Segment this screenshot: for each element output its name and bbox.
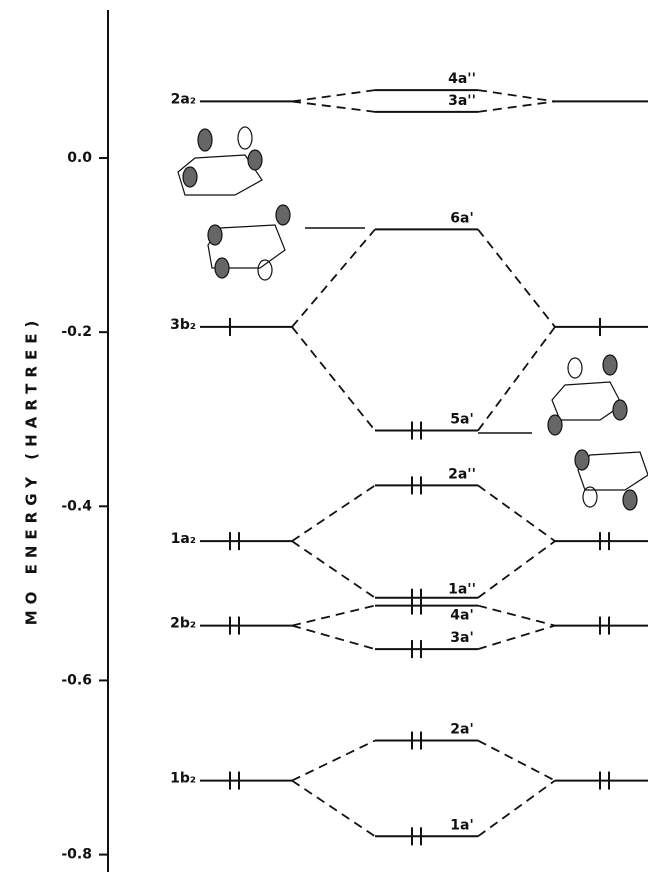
- y-tick-label: -0.8: [61, 847, 92, 863]
- correlation-line: [291, 484, 556, 542]
- correlation-line: [291, 100, 556, 113]
- y-tick-label: -0.4: [61, 498, 92, 514]
- dimer-label: 6a': [450, 210, 473, 226]
- dimer-label: 4a'': [448, 71, 476, 87]
- monomer-label: 1b₂: [170, 771, 196, 787]
- correlation-line: [291, 326, 556, 432]
- y-tick-label: -0.2: [61, 324, 92, 340]
- correlation-line: [291, 604, 556, 627]
- dimer-label: 3a'': [448, 93, 476, 109]
- correlation-line: [291, 89, 556, 103]
- monomer-label: 3b₂: [170, 317, 196, 333]
- correlation-line: [291, 540, 556, 599]
- monomer-label: 2b₂: [170, 616, 196, 632]
- monomer-label: 1a₂: [171, 531, 196, 547]
- axis-label: MO ENERGY (HARTREE): [23, 315, 41, 626]
- y-tick-label: 0.0: [67, 150, 92, 166]
- y-tick-label: -0.6: [61, 672, 92, 688]
- monomer-label: 2a₂: [171, 91, 196, 107]
- correlation-line: [291, 228, 556, 328]
- correlation-line: [291, 624, 556, 650]
- dimer-label: 3a': [450, 630, 473, 646]
- dimer-label: 2a': [450, 722, 473, 738]
- dimer-label: 5a': [450, 412, 473, 428]
- dimer-label: 1a'': [448, 582, 476, 598]
- correlation-line: [291, 779, 556, 838]
- dimer-label: 4a': [450, 608, 473, 624]
- correlation-line: [291, 739, 556, 782]
- dimer-label: 2a'': [448, 466, 476, 482]
- orbital-sketch: [177, 126, 648, 511]
- dimer-label: 1a': [450, 817, 473, 833]
